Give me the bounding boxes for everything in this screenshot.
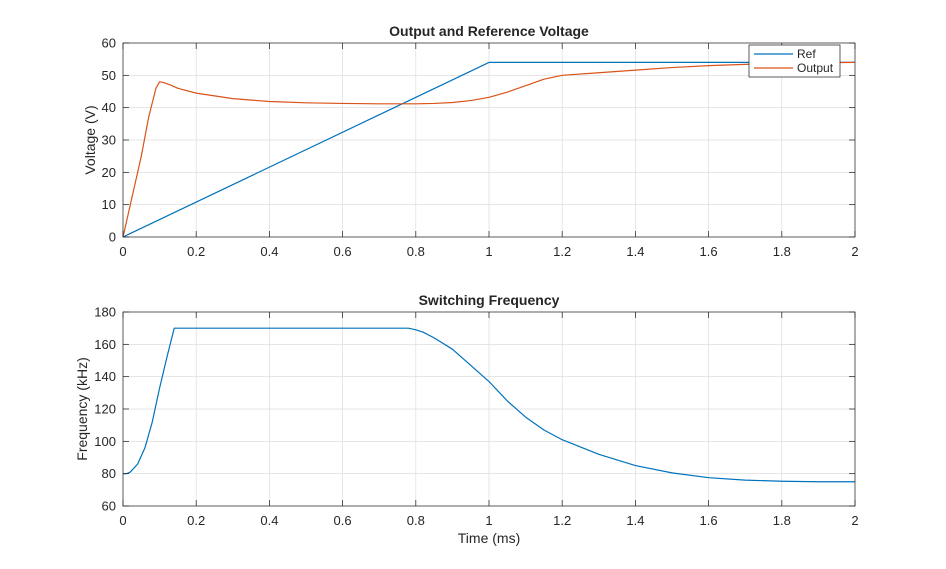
frequency-x-tick-label: 2 xyxy=(851,513,858,528)
voltage-y-tick-label: 30 xyxy=(102,133,116,148)
voltage-x-tick-label: 0.8 xyxy=(407,244,425,259)
voltage-y-tick-label: 50 xyxy=(102,68,116,83)
frequency-x-tick-label: 0 xyxy=(119,513,126,528)
frequency-y-tick-label: 140 xyxy=(94,369,116,384)
voltage-y-tick-label: 0 xyxy=(109,230,116,245)
voltage-x-tick-label: 1.8 xyxy=(773,244,791,259)
voltage-x-tick-label: 2 xyxy=(851,244,858,259)
voltage-axes: 0 0.2 0.4 0.6 0.8 1 1.2 1.4 1.6 1.8 20102030405060… xyxy=(82,23,859,259)
voltage-chart-title: Output and Reference Voltage xyxy=(389,23,589,39)
frequency-axes: 0 0.2 0.4 0.6 0.8 1 1.2 1.4 1.6 1.8 2 60 80 100 120 140… xyxy=(74,292,859,546)
frequency-y-tick-label: 120 xyxy=(94,402,116,417)
voltage-series-ref xyxy=(122,61,855,238)
voltage-series-output xyxy=(122,61,856,238)
voltage-x-tick-label: 0.6 xyxy=(334,244,352,259)
frequency-grid xyxy=(123,312,855,506)
frequency-x-tick-label: 0.8 xyxy=(407,513,425,528)
frequency-y-tick-label: 160 xyxy=(94,337,116,352)
legend-ref-label: Ref xyxy=(797,47,816,61)
voltage-legend: Ref Output xyxy=(748,44,841,78)
voltage-x-tick-label: 0 xyxy=(119,244,126,259)
voltage-x-tick-label: 1 xyxy=(485,244,492,259)
frequency-chart-title: Switching Frequency xyxy=(419,292,560,308)
voltage-x-tick-label: 1.2 xyxy=(553,244,571,259)
frequency-y-tick-label: 100 xyxy=(94,434,116,449)
frequency-y-tick-label: 180 xyxy=(94,305,116,320)
voltage-x-tick-label: 1.6 xyxy=(700,244,718,259)
voltage-y-axis-label: Voltage (V) xyxy=(82,105,98,174)
voltage-x-tick-label: 0.2 xyxy=(187,244,205,259)
voltage-y-tick-label: 60 xyxy=(102,36,116,51)
frequency-series xyxy=(123,327,855,483)
frequency-y-tick-label: 60 xyxy=(102,499,116,514)
time-x-axis-label: Time (ms) xyxy=(458,530,520,546)
voltage-y-tick-label: 20 xyxy=(102,165,116,180)
frequency-series-line xyxy=(123,327,855,483)
frequency-x-tick-label: 0.4 xyxy=(260,513,278,528)
legend-box xyxy=(748,44,841,78)
frequency-y-axis-label: Frequency (kHz) xyxy=(74,357,90,460)
frequency-x-tick-label: 0.6 xyxy=(334,513,352,528)
legend-output-label: Output xyxy=(797,61,834,75)
frequency-y-tick-label: 80 xyxy=(102,466,116,481)
frequency-x-tick-label: 1.2 xyxy=(553,513,571,528)
frequency-x-tick-label: 1.6 xyxy=(700,513,718,528)
frequency-x-tick-label: 0.2 xyxy=(187,513,205,528)
frequency-x-tick-label: 1 xyxy=(485,513,492,528)
voltage-y-tick-label: 40 xyxy=(102,100,116,115)
voltage-x-tick-label: 1.4 xyxy=(626,244,644,259)
frequency-x-tick-label: 1.8 xyxy=(773,513,791,528)
frequency-x-tick-label: 1.4 xyxy=(626,513,644,528)
frequency-ticks: 0 0.2 0.4 0.6 0.8 1 1.2 1.4 1.6 1.8 2 60 80 100 120 140… xyxy=(94,305,858,529)
voltage-y-tick-label: 10 xyxy=(102,197,116,212)
voltage-series xyxy=(122,61,856,238)
voltage-x-tick-label: 0.4 xyxy=(260,244,278,259)
